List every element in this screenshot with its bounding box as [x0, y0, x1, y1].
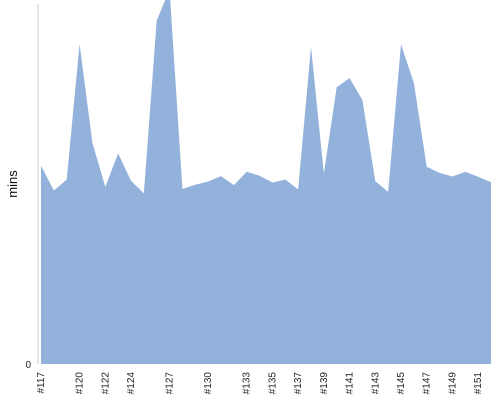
x-axis-tick-label: #120 [75, 372, 86, 395]
x-axis-tick-label: #135 [267, 372, 278, 395]
x-axis-tick-label: #151 [473, 372, 484, 395]
x-axis-tick-label: #122 [100, 372, 111, 395]
x-axis-tick-label: #117 [36, 372, 47, 394]
y-axis-tick-label: 0 [25, 360, 31, 371]
x-axis-tick-label: #133 [242, 372, 253, 395]
x-axis-tick-labels: #117 #120 #122 #124 #127 #130 #133 #135 #137 #139… [36, 372, 484, 395]
y-axis-label: mins [5, 170, 20, 198]
x-axis-tick-label: #127 [165, 372, 176, 395]
area-series [41, 0, 491, 364]
x-axis-tick-label: #137 [293, 372, 304, 395]
x-axis-tick-label: #149 [447, 372, 458, 395]
x-axis-tick-label: #147 [422, 372, 433, 395]
x-axis-tick-label: #124 [126, 372, 137, 395]
x-axis-tick-label: #130 [203, 372, 214, 395]
x-axis-tick-label: #141 [345, 372, 356, 395]
x-axis-tick-label: #139 [319, 372, 330, 395]
x-axis-tick-label: #143 [370, 372, 381, 395]
x-axis-tick-label: #145 [396, 372, 407, 395]
